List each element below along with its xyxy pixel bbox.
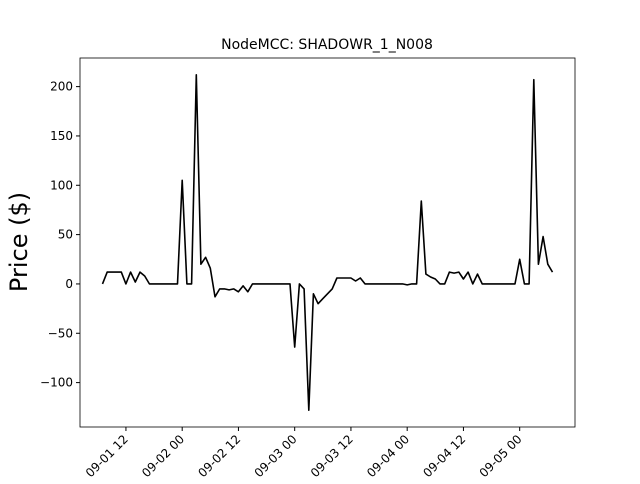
y-tick-label: 100 xyxy=(50,178,73,192)
plot-frame xyxy=(79,57,576,428)
y-tick-label: 50 xyxy=(58,228,73,242)
y-tick-label: −50 xyxy=(48,326,73,340)
y-tick-label: 0 xyxy=(65,277,73,291)
y-axis-label: Price ($) xyxy=(5,192,33,292)
x-tick-label: 09-02 00 xyxy=(139,432,187,480)
x-tick-label: 09-04 12 xyxy=(420,432,468,480)
x-tick-label: 09-04 00 xyxy=(364,432,412,480)
y-tick-label: 200 xyxy=(50,80,73,94)
x-tick-label: 09-02 12 xyxy=(195,432,243,480)
y-tick-label: 150 xyxy=(50,129,73,143)
y-tick-label: −100 xyxy=(40,376,73,390)
chart-title: NodeMCC: SHADOWR_1_N008 xyxy=(221,37,433,53)
x-tick-label: 09-05 00 xyxy=(477,432,525,480)
x-tick-label: 09-03 00 xyxy=(252,432,300,480)
line xyxy=(101,74,554,411)
x-tick-label: 09-01 12 xyxy=(83,432,131,480)
x-tick-label: 09-03 12 xyxy=(308,432,356,480)
